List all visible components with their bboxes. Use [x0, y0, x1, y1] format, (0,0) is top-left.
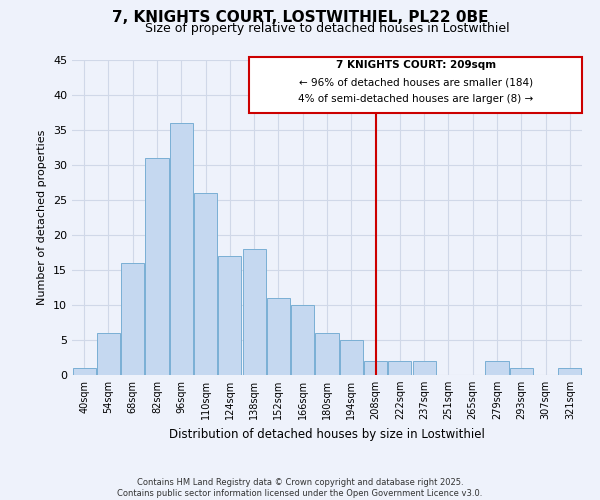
- Bar: [218, 256, 241, 375]
- Bar: [316, 333, 338, 375]
- Bar: [242, 249, 266, 375]
- Text: 4% of semi-detached houses are larger (8) →: 4% of semi-detached houses are larger (8…: [298, 94, 533, 104]
- FancyBboxPatch shape: [249, 56, 582, 112]
- Text: 7, KNIGHTS COURT, LOSTWITHIEL, PL22 0BE: 7, KNIGHTS COURT, LOSTWITHIEL, PL22 0BE: [112, 10, 488, 25]
- Bar: [73, 368, 95, 375]
- Title: Size of property relative to detached houses in Lostwithiel: Size of property relative to detached ho…: [145, 22, 509, 35]
- Text: ← 96% of detached houses are smaller (184): ← 96% of detached houses are smaller (18…: [299, 78, 533, 88]
- Bar: [291, 305, 314, 375]
- Bar: [413, 361, 436, 375]
- Bar: [97, 333, 120, 375]
- Bar: [267, 298, 290, 375]
- Bar: [364, 361, 387, 375]
- Bar: [388, 361, 412, 375]
- Bar: [559, 368, 581, 375]
- Bar: [485, 361, 509, 375]
- Bar: [510, 368, 533, 375]
- Bar: [170, 123, 193, 375]
- Text: Contains HM Land Registry data © Crown copyright and database right 2025.
Contai: Contains HM Land Registry data © Crown c…: [118, 478, 482, 498]
- Bar: [145, 158, 169, 375]
- Bar: [194, 193, 217, 375]
- Bar: [121, 263, 144, 375]
- Y-axis label: Number of detached properties: Number of detached properties: [37, 130, 47, 305]
- Text: 7 KNIGHTS COURT: 209sqm: 7 KNIGHTS COURT: 209sqm: [335, 60, 496, 70]
- Bar: [340, 340, 363, 375]
- X-axis label: Distribution of detached houses by size in Lostwithiel: Distribution of detached houses by size …: [169, 428, 485, 440]
